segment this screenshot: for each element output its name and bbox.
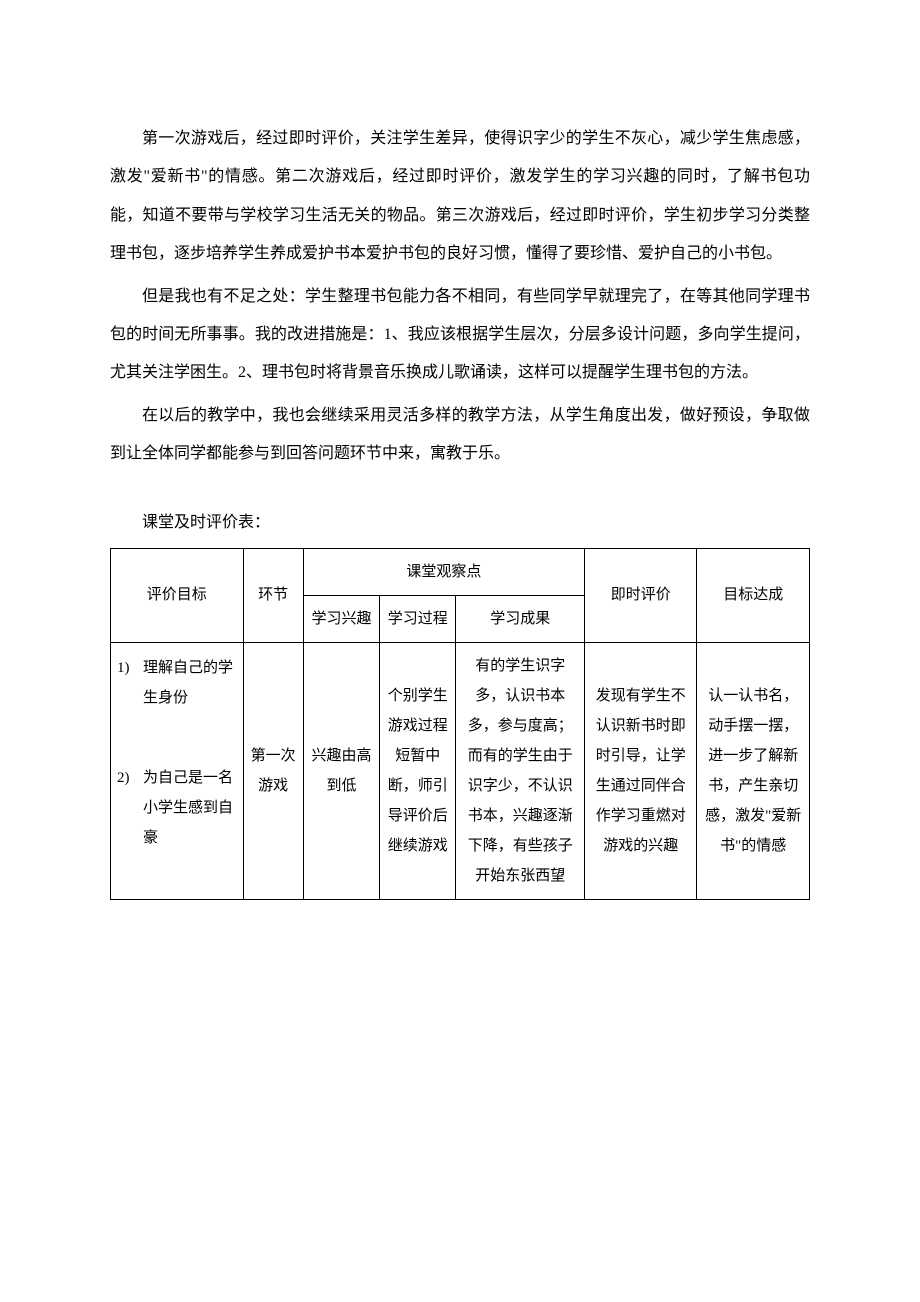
paragraph-1: 第一次游戏后，经过即时评价，关注学生差异，使得识字少的学生不灰心，减少学生焦虑感… — [110, 120, 810, 274]
paragraph-3: 在以后的教学中，我也会继续采用灵活多样的教学方法，从学生角度出发，做好预设，争取… — [110, 397, 810, 474]
table-caption: 课堂及时评价表： — [110, 504, 810, 542]
goal-item-2: 2) 为自己是一名小学生感到自豪 — [117, 763, 237, 853]
goal-item-1: 1) 理解自己的学生身份 — [117, 653, 237, 713]
cell-interest: 兴趣由高到低 — [303, 642, 379, 899]
evaluation-table: 评价目标 环节 课堂观察点 即时评价 目标达成 学习兴趣 学习过程 学习成果 1… — [110, 548, 810, 900]
goal-number: 1) — [117, 653, 143, 713]
header-observations: 课堂观察点 — [303, 548, 584, 595]
cell-process: 个别学生游戏过程短暂中断，师引导评价后继续游戏 — [380, 642, 456, 899]
cell-achievement: 认一认书名，动手摆一摆，进一步了解新书，产生亲切感，激发"爱新书"的情感 — [697, 642, 810, 899]
header-goals: 评价目标 — [111, 548, 244, 642]
table-row: 1) 理解自己的学生身份 2) 为自己是一名小学生感到自豪 第一次游戏 兴趣由高… — [111, 642, 810, 899]
header-immediate-eval: 即时评价 — [584, 548, 696, 642]
cell-immediate-eval: 发现有学生不认识新书时即时引导，让学生通过同伴合作学习重燃对游戏的兴趣 — [584, 642, 696, 899]
header-interest: 学习兴趣 — [303, 595, 379, 642]
goal-text: 为自己是一名小学生感到自豪 — [143, 763, 237, 853]
header-achievement: 目标达成 — [697, 548, 810, 642]
header-phase: 环节 — [243, 548, 303, 642]
header-result: 学习成果 — [456, 595, 585, 642]
cell-result: 有的学生识字多，认识书本多，参与度高；而有的学生由于识字少，不认识书本，兴趣逐渐… — [456, 642, 585, 899]
header-process: 学习过程 — [380, 595, 456, 642]
table-header-row-1: 评价目标 环节 课堂观察点 即时评价 目标达成 — [111, 548, 810, 595]
goal-text: 理解自己的学生身份 — [143, 653, 237, 713]
cell-goals: 1) 理解自己的学生身份 2) 为自己是一名小学生感到自豪 — [111, 642, 244, 899]
cell-phase: 第一次游戏 — [243, 642, 303, 899]
goal-number: 2) — [117, 763, 143, 853]
paragraph-2: 但是我也有不足之处：学生整理书包能力各不相同，有些同学早就理完了，在等其他同学理… — [110, 278, 810, 393]
